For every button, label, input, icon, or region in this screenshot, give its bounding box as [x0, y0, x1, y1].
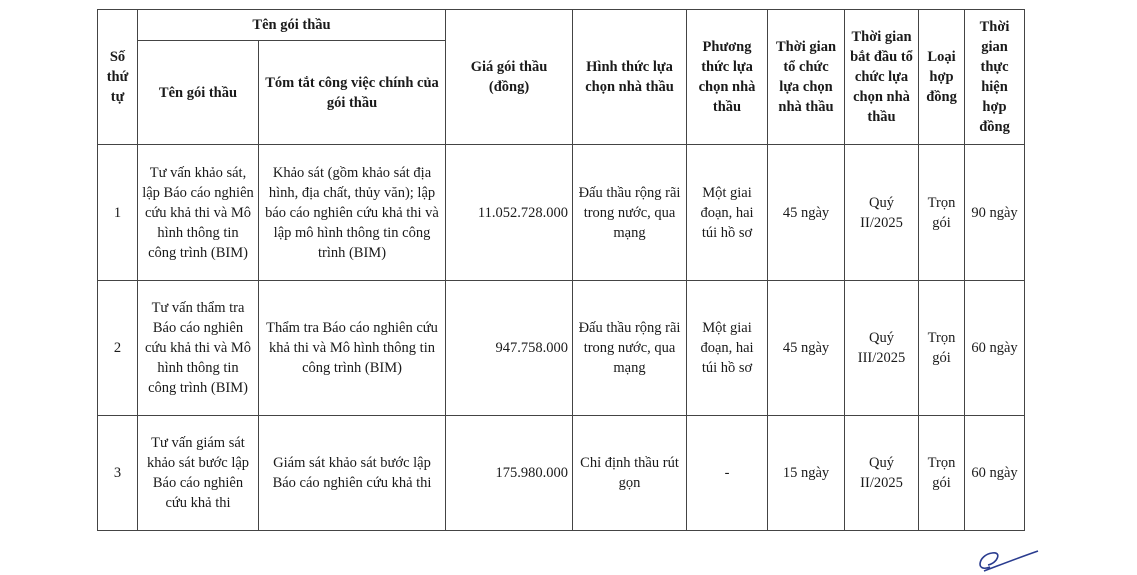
header-form: Hình thức lựa chọn nhà thầu — [572, 9, 688, 145]
cell-method: Một giai đoạn, hai túi hồ sơ — [686, 280, 769, 416]
cell-stt: 2 — [97, 280, 138, 416]
header-contract-type: Loại hợp đồng — [918, 9, 966, 145]
signature-mark — [979, 550, 1039, 572]
cell-start: Quý II/2025 — [844, 415, 920, 531]
cell-method: Một giai đoạn, hai túi hồ sơ — [686, 144, 769, 281]
cell-form: Đấu thầu rộng rãi trong nước, qua mạng — [572, 280, 688, 416]
cell-summary: Khảo sát (gồm khảo sát địa hình, địa chấ… — [257, 144, 447, 281]
table-row: 3 Tư vấn giám sát khảo sát bước lập Báo c… — [97, 415, 1026, 531]
cell-contract-duration: 60 ngày — [964, 280, 1026, 416]
cell-contract-duration: 90 ngày — [964, 144, 1026, 281]
cell-duration: 45 ngày — [767, 144, 846, 281]
cell-summary: Giám sát khảo sát bước lập Báo cáo nghiê… — [257, 415, 447, 531]
cell-method: - — [686, 415, 769, 531]
cell-name: Tư vấn giám sát khảo sát bước lập Báo cá… — [137, 415, 259, 531]
cell-stt: 1 — [97, 144, 138, 281]
table-row: 1 Tư vấn khảo sát, lập Báo cáo nghiên cứu… — [97, 144, 1026, 281]
cell-price: 11.052.728.000 — [445, 144, 574, 281]
cell-contract-type: Trọn gói — [918, 415, 966, 531]
cell-contract-duration: 60 ngày — [964, 415, 1026, 531]
cell-name: Tư vấn thẩm tra Báo cáo nghiên cứu khả t… — [137, 280, 259, 416]
header-method: Phương thức lựa chọn nhà thầu — [686, 9, 769, 145]
cell-start: Quý II/2025 — [844, 144, 920, 281]
cell-contract-type: Trọn gói — [918, 144, 966, 281]
bid-package-table: Số thứ tự Tên gói thầu Giá gói thầu (đồn… — [97, 9, 1026, 531]
cell-summary: Thẩm tra Báo cáo nghiên cứu khả thi và M… — [257, 280, 447, 416]
cell-contract-type: Trọn gói — [918, 280, 966, 416]
header-name: Tên gói thầu — [137, 40, 259, 145]
cell-price: 175.980.000 — [445, 415, 574, 531]
header-group-name: Tên gói thầu — [136, 9, 447, 41]
cell-duration: 45 ngày — [767, 280, 846, 416]
header-duration: Thời gian tổ chức lựa chọn nhà thầu — [767, 9, 846, 145]
header-stt: Số thứ tự — [97, 9, 138, 145]
cell-duration: 15 ngày — [767, 415, 846, 531]
header-start: Thời gian bắt đầu tổ chức lựa chọn nhà t… — [844, 9, 920, 145]
header-contract-duration: Thời gian thực hiện hợp đồng — [964, 9, 1026, 145]
table-row: 2 Tư vấn thẩm tra Báo cáo nghiên cứu khả … — [97, 280, 1026, 416]
cell-start: Quý III/2025 — [844, 280, 920, 416]
header-price: Giá gói thầu (đồng) — [445, 9, 574, 145]
cell-form: Chỉ định thầu rút gọn — [572, 415, 688, 531]
header-summary: Tóm tắt công việc chính của gói thầu — [257, 40, 447, 145]
cell-price: 947.758.000 — [445, 280, 574, 416]
cell-stt: 3 — [97, 415, 138, 531]
cell-form: Đấu thầu rộng rãi trong nước, qua mạng — [572, 144, 688, 281]
cell-name: Tư vấn khảo sát, lập Báo cáo nghiên cứu … — [137, 144, 259, 281]
